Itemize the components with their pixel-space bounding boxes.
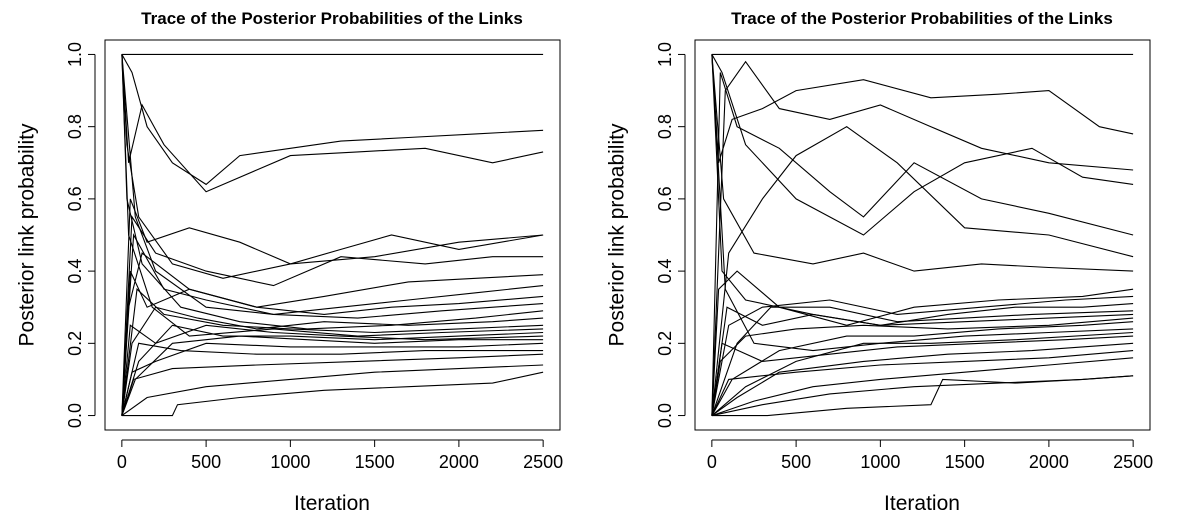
x-tick-label: 2500 (1113, 452, 1153, 472)
trace-line (711, 54, 1134, 272)
x-tick-label: 500 (191, 452, 221, 472)
x-tick-label: 2000 (439, 452, 479, 472)
trace-line (711, 295, 1134, 416)
plot-frame (694, 39, 1151, 431)
trace-line (711, 60, 1134, 416)
y-tick-label: 0.4 (655, 259, 675, 284)
trace-line (121, 371, 544, 417)
x-tick-label: 2000 (1029, 452, 1069, 472)
x-tick-label: 1500 (945, 452, 985, 472)
y-tick-label: 0.8 (655, 114, 675, 139)
chart-title: Trace of the Posterior Probabilities of … (731, 9, 1113, 28)
trace-line (711, 54, 1134, 163)
chart-title: Trace of the Posterior Probabilities of … (141, 9, 523, 28)
y-axis-label: Posterior link probability (606, 123, 629, 346)
x-tick-label: 2500 (523, 452, 563, 472)
trace-line (121, 54, 544, 279)
x-axis-label: Iteration (884, 492, 960, 515)
trace-line (711, 335, 1134, 416)
trace-line (711, 357, 1134, 417)
y-tick-label: 0.4 (65, 259, 85, 284)
x-tick-label: 500 (781, 452, 811, 472)
y-tick-label: 0.2 (655, 331, 675, 356)
y-axis-label: Posterior link probability (16, 123, 39, 346)
trace-line (711, 350, 1134, 416)
trace-line (121, 342, 544, 416)
trace-line (121, 324, 544, 416)
trace-line (711, 72, 1134, 416)
trace-line (121, 233, 544, 416)
trace-line (711, 321, 1134, 416)
trace-line (711, 306, 1134, 416)
x-tick-label: 0 (117, 452, 127, 472)
y-tick-label: 1.0 (655, 42, 675, 67)
trace-line (121, 364, 544, 417)
y-tick-label: 0.2 (65, 331, 85, 356)
trace-line (711, 54, 1134, 352)
trace-line (711, 375, 1134, 417)
x-tick-label: 1500 (355, 452, 395, 472)
trace-line (121, 324, 544, 416)
trace-line (121, 54, 544, 330)
y-tick-label: 0.6 (655, 186, 675, 211)
trace-line (711, 317, 1134, 416)
y-tick-label: 1.0 (65, 42, 85, 67)
plot-frame (104, 39, 561, 431)
trace-line (711, 342, 1134, 417)
trace-line (121, 342, 544, 416)
trace-line (121, 288, 544, 416)
trace-line (121, 335, 544, 416)
trace-line (121, 198, 544, 416)
trace-line (121, 54, 544, 186)
chart-panel-1: Trace of the Posterior Probabilities of … (16, 9, 564, 515)
trace-line (711, 54, 1134, 236)
y-tick-label: 0.8 (65, 114, 85, 139)
x-tick-label: 1000 (270, 452, 310, 472)
trace-line (121, 54, 544, 315)
y-tick-label: 0.0 (655, 403, 675, 428)
trace-line (121, 270, 544, 416)
x-tick-label: 1000 (860, 452, 900, 472)
trace-line (121, 306, 544, 416)
trace-line (711, 126, 1134, 416)
trace-line (711, 306, 1134, 416)
trace-line (121, 215, 544, 416)
x-tick-label: 0 (707, 452, 717, 472)
y-tick-label: 0.0 (65, 403, 85, 428)
trace-line (711, 331, 1134, 417)
trace-line (121, 353, 544, 416)
chart-panel-2: Trace of the Posterior Probabilities of … (606, 9, 1154, 515)
y-tick-label: 0.6 (65, 186, 85, 211)
trace-line (121, 54, 544, 337)
x-axis-label: Iteration (294, 492, 370, 515)
trace-line (121, 54, 544, 193)
